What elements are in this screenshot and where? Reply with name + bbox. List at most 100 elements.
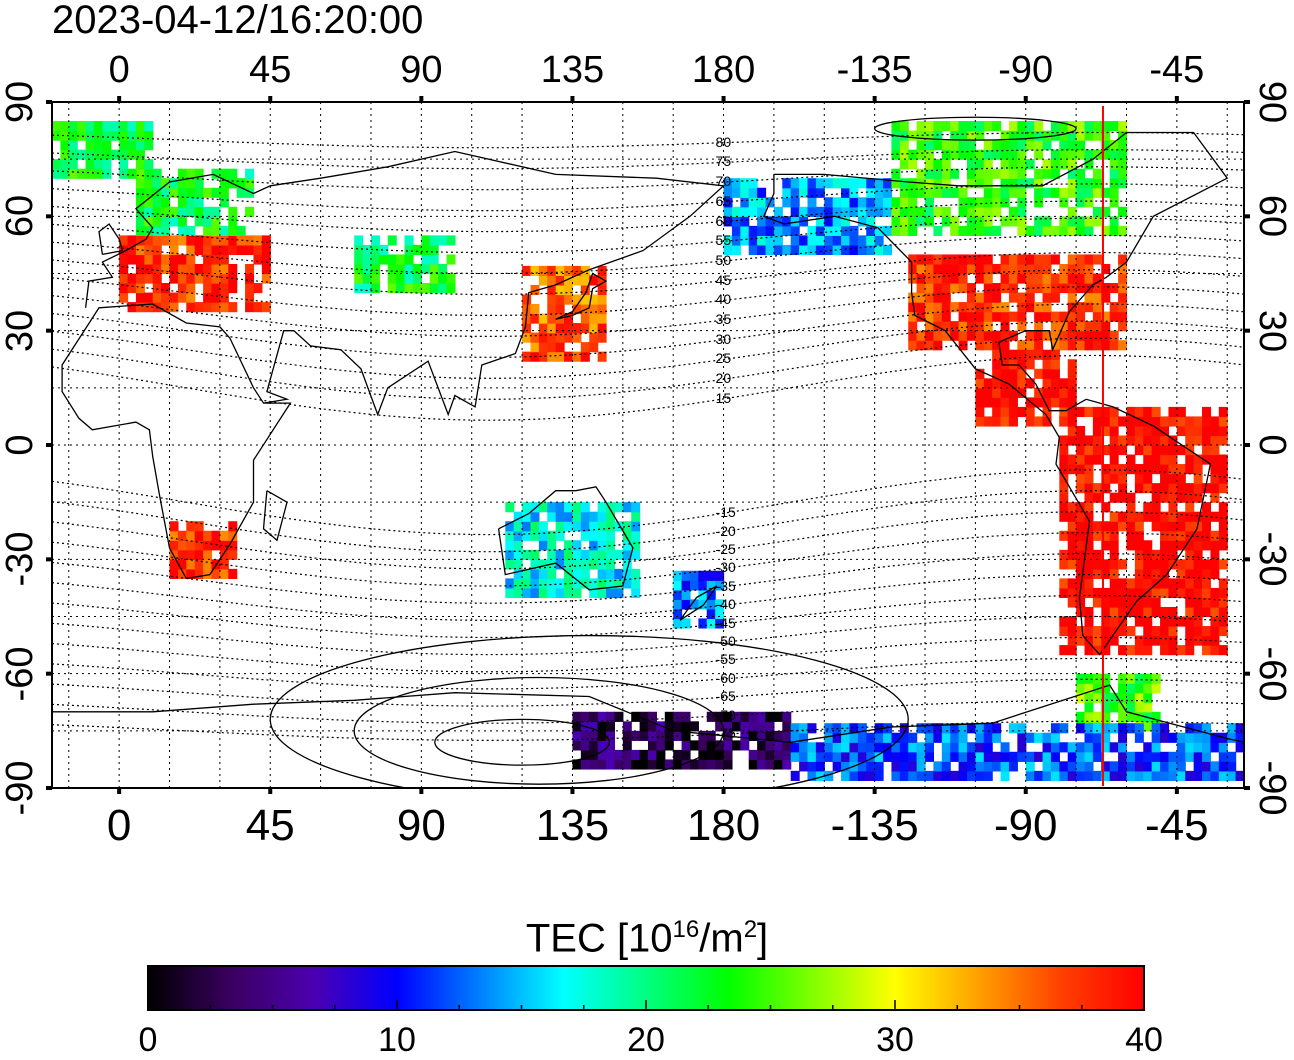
contour-line [52,657,1244,690]
contour-line [52,303,1244,358]
coastline [52,692,674,732]
y-tick-label-right: 0 [1251,434,1293,456]
x-tick-label-top: 0 [108,49,130,91]
y-tick-label-right: 30 [1251,309,1293,352]
contour-label: 40 [715,291,732,308]
x-tick-label-top: -135 [836,49,913,91]
contour-line [52,320,1244,379]
contour-line [52,354,1244,421]
x-tick-label-top: 45 [249,49,292,91]
polar-contour [353,676,725,785]
contour-line [52,699,1244,724]
x-tick-label-top: -90 [998,49,1054,91]
contour-line [52,286,1244,338]
contour-label: -75 [715,725,736,742]
colorbar-ticks [147,1000,1145,1010]
coastline [762,131,1229,656]
x-tick-label-top: -45 [1149,49,1205,91]
contour-label: 35 [715,311,732,328]
tec-region-central-america [975,349,1077,427]
x-tick-label-bottom: -90 [993,801,1058,850]
colorbar-title: TEC [1016/m2] [525,916,769,961]
contour-line [52,594,1244,639]
tec-region-central-asia [354,235,456,294]
x-tick-label-top: 135 [540,49,605,91]
tec-data-layer [52,121,1244,781]
contour-label: -20 [715,522,736,539]
contour-label: 55 [715,232,732,249]
contour-line [52,720,1244,742]
tec-region-antarctic-peninsula [1076,673,1161,732]
x-tick-label-bottom: 135 [535,801,610,850]
x-tick-label-bottom: 90 [396,801,446,850]
tec-region-antarctica-pacific-sector- [572,711,792,770]
coastline [555,272,608,320]
y-tick-label-left: -90 [0,760,41,816]
y-tick-label-left: -30 [0,531,41,587]
coastline [497,486,634,591]
contour-line [52,234,1244,275]
tec-region-scandinavia [135,168,255,236]
contour-line [52,532,1244,587]
contour-line [52,131,1244,149]
contour-line [52,166,1244,191]
tec-region-south-africa [169,521,238,579]
y-tick-label-left: -60 [0,646,41,702]
contour-label: 30 [715,330,732,347]
contour-line [52,552,1244,604]
contour-label: -50 [715,633,736,650]
tec-region-arctic-europe [52,121,154,179]
frame-ticks [46,96,1250,794]
colorbar-tick-label: 20 [627,1021,665,1059]
contour-label: 65 [715,192,732,209]
contour-line [52,183,1244,212]
tec-region-east-asia-japan [522,265,607,362]
coastlines [52,116,1244,788]
y-tick-label-right: -30 [1251,531,1293,587]
contour-label: 15 [715,389,732,406]
tec-region-south-america [1059,406,1228,656]
contour-label: 70 [715,173,732,190]
coastline [262,490,288,542]
contour-line [52,200,1244,233]
polar-contour [269,634,909,788]
polar-contour [873,116,1077,141]
polar-contour [434,718,611,766]
contour-line [52,511,1244,570]
contour-label: 60 [715,212,732,229]
contour-label: -60 [715,669,736,686]
contour-label: -25 [715,541,736,558]
x-tick-label-top: 90 [400,49,443,91]
contour-label: -35 [715,577,736,594]
contour-label: -55 [715,651,736,668]
contour-line [52,148,1244,170]
colorbar-tick-label: 0 [138,1021,158,1059]
tec-region-united-states [908,254,1128,351]
x-tick-label-bottom: -135 [830,801,919,850]
contour-label: -40 [715,596,736,613]
x-tick-label-bottom: 45 [245,801,295,850]
y-tick-label-left: 60 [0,195,41,238]
contour-label: 25 [715,350,732,367]
contour-label: -30 [715,559,736,576]
contour-label: 75 [715,153,732,170]
magnetic-latitude-contours [52,131,1244,742]
y-tick-label-right: 90 [1251,80,1293,124]
contour-label: -65 [715,688,736,705]
x-tick-label-top: 180 [691,49,756,91]
contour-line [52,217,1244,254]
tec-region-europe [119,235,271,313]
x-tick-label-bottom: 180 [686,801,761,850]
contour-label: 80 [715,133,732,150]
colorbar-tick-label: 40 [1125,1021,1163,1059]
tec-region-australia [505,502,641,599]
y-tick-label-right: -60 [1251,646,1293,702]
contour-label: 45 [715,271,732,288]
coastline [679,585,718,621]
coastline [673,684,1244,743]
contour-line [52,678,1244,707]
contour-label: 20 [715,370,732,387]
tec-region-canada [891,121,1128,236]
contour-line [52,615,1244,656]
x-tick-label-bottom: -45 [1145,801,1209,850]
